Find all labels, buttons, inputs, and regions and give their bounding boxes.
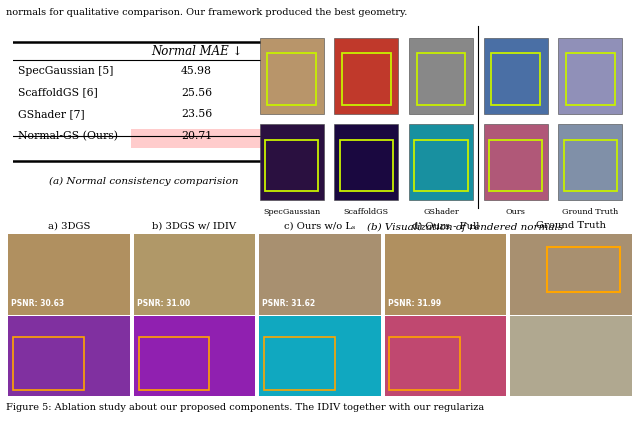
Text: PSNR: 31.00: PSNR: 31.00 [137, 299, 190, 308]
Bar [409, 124, 473, 201]
Text: b) 3DGS w/ IDIV: b) 3DGS w/ IDIV [152, 221, 237, 230]
Bar [8, 316, 130, 396]
Bar [547, 248, 620, 292]
Bar [139, 337, 209, 390]
Bar [564, 140, 617, 191]
Bar [260, 124, 324, 201]
Bar [385, 234, 506, 314]
Text: ScaffoldGS [6]: ScaffoldGS [6] [18, 88, 98, 98]
Text: 25.56: 25.56 [181, 88, 212, 98]
Bar [558, 124, 622, 201]
Bar [268, 53, 316, 105]
Bar [134, 234, 255, 314]
Bar [259, 316, 381, 396]
Bar [340, 140, 393, 191]
Text: 23.56: 23.56 [181, 109, 212, 119]
Bar [492, 53, 540, 105]
Bar [566, 53, 614, 105]
Text: GShader [7]: GShader [7] [18, 109, 84, 119]
Text: PSNR: 31.99: PSNR: 31.99 [388, 299, 441, 308]
Bar [342, 53, 391, 105]
Text: Ground Truth: Ground Truth [536, 221, 606, 230]
Bar [8, 234, 130, 314]
Text: PSNR: 31.62: PSNR: 31.62 [262, 299, 316, 308]
Text: 45.98: 45.98 [181, 66, 212, 76]
Bar [484, 124, 548, 201]
Bar [409, 38, 473, 114]
Bar [260, 38, 324, 114]
Bar [134, 316, 255, 396]
Text: Ground Truth: Ground Truth [562, 208, 618, 217]
Bar [264, 337, 335, 390]
Text: SpecGaussian [5]: SpecGaussian [5] [18, 66, 113, 76]
Text: d) Ours - Full: d) Ours - Full [412, 221, 479, 230]
Bar [558, 38, 622, 114]
Bar [385, 316, 506, 396]
Text: (a) Normal consistency comparision: (a) Normal consistency comparision [49, 177, 239, 186]
Bar [13, 337, 84, 390]
Text: SpecGaussian: SpecGaussian [263, 208, 321, 217]
Bar [415, 140, 468, 191]
Bar [510, 234, 632, 314]
Text: c) Ours w/o Lₛ: c) Ours w/o Lₛ [284, 221, 356, 230]
Bar [335, 124, 399, 201]
Bar [335, 38, 399, 114]
Bar [390, 337, 460, 390]
Bar [259, 234, 381, 314]
Bar [484, 38, 548, 114]
Text: 20.71: 20.71 [181, 131, 212, 141]
Text: normals for qualitative comparison. Our framework produced the best geometry.: normals for qualitative comparison. Our … [6, 8, 408, 17]
Text: a) 3DGS: a) 3DGS [48, 221, 90, 230]
Text: GShader: GShader [423, 208, 459, 217]
Text: PSNR: 30.63: PSNR: 30.63 [12, 299, 65, 308]
Text: Ours: Ours [506, 208, 525, 217]
Bar [489, 140, 542, 191]
Bar [265, 140, 319, 191]
Text: (b) Visualization of rendered normals: (b) Visualization of rendered normals [367, 222, 564, 232]
Bar [417, 53, 465, 105]
Text: ScaffoldGS: ScaffoldGS [344, 208, 389, 217]
Text: Figure 5: Ablation study about our proposed components. The IDIV together with o: Figure 5: Ablation study about our propo… [6, 403, 484, 412]
Text: Normal-GS (Ours): Normal-GS (Ours) [18, 131, 118, 141]
Bar [510, 316, 632, 396]
Text: Normal MAE ↓: Normal MAE ↓ [151, 44, 242, 58]
Bar [131, 129, 275, 148]
